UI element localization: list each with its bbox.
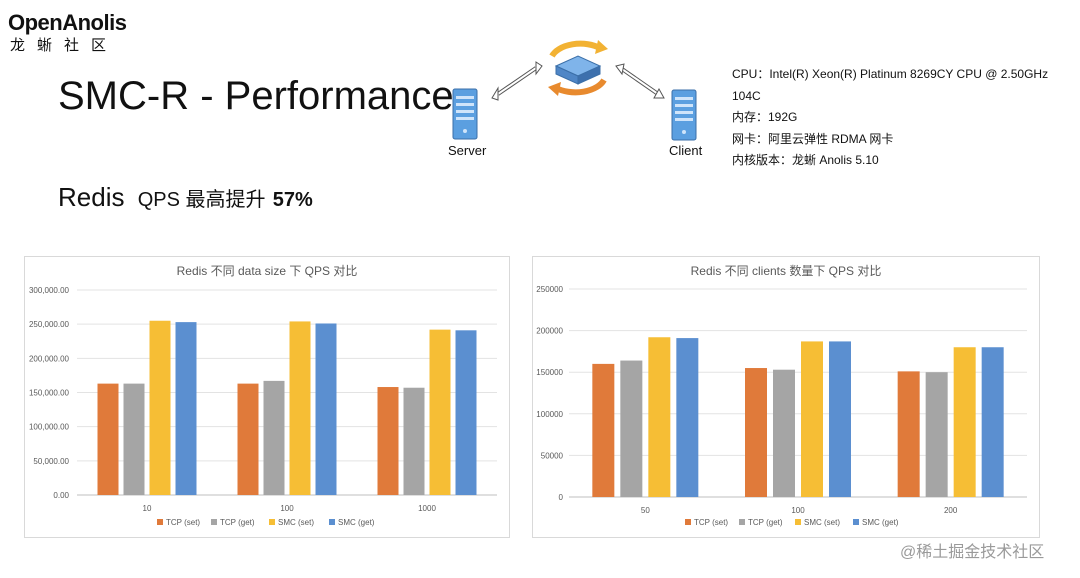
legend-swatch xyxy=(853,519,859,525)
legend-swatch xyxy=(269,519,275,525)
network-diagram: Server Client xyxy=(440,36,730,166)
bar-tcp-set-100 xyxy=(745,368,767,497)
x-tick-label: 1000 xyxy=(418,504,436,513)
double-arrow-icon xyxy=(615,63,665,99)
spec-kernel: 内核版本：龙蜥 Anolis 5.10 xyxy=(732,153,879,167)
x-tick-label: 100 xyxy=(791,506,805,515)
y-tick-label: 50000 xyxy=(541,451,564,460)
chart-clients-svg: Redis 不同 clients 数量下 QPS 对比 0 50000 100000 1… xyxy=(536,263,1027,527)
logo-subtitle: 龙蜥社区 xyxy=(10,37,119,54)
x-tick-label: 200 xyxy=(944,506,958,515)
bar-smc-set-50 xyxy=(648,337,671,497)
watermark: @稀土掘金技术社区 xyxy=(900,544,1045,561)
bar-smc-set-1000 xyxy=(429,329,451,495)
chart-title: Redis 不同 clients 数量下 QPS 对比 xyxy=(691,263,882,278)
legend-swatch xyxy=(739,519,745,525)
legend-swatch xyxy=(157,519,163,525)
bar-tcp-set-100 xyxy=(237,383,259,495)
legend-swatch xyxy=(329,519,335,525)
legend-label: SMC (get) xyxy=(862,518,899,527)
bar-tcp-get-100 xyxy=(263,380,285,495)
bar-tcp-set-1000 xyxy=(377,387,399,495)
chart-data-size-svg: Redis 不同 data size 下 QPS 对比 0.00 50,000.00… xyxy=(29,264,497,527)
hardware-specs: CPU：Intel(R) Xeon(R) Platinum 8269CY CPU… xyxy=(732,64,1080,172)
bar-smc-set-100 xyxy=(289,321,311,495)
legend-swatch xyxy=(795,519,801,525)
legend-label: TCP (set) xyxy=(166,518,200,527)
server-label: Server xyxy=(448,143,487,158)
spec-nic: 网卡：阿里云弹性 RDMA 网卡 xyxy=(732,131,894,146)
bar-tcp-get-1000 xyxy=(403,387,425,495)
client-icon xyxy=(671,89,697,141)
legend-swatch xyxy=(685,519,691,525)
bar-smc-get-1000 xyxy=(455,330,477,495)
y-tick-label: 50,000.00 xyxy=(33,457,69,466)
bar-smc-set-200 xyxy=(953,347,976,497)
y-tick-label: 0.00 xyxy=(53,491,69,500)
server-icon xyxy=(452,88,478,140)
legend-label: TCP (get) xyxy=(748,518,783,527)
y-tick-label: 250000 xyxy=(536,285,563,294)
x-tick-label: 100 xyxy=(280,504,294,513)
bar-smc-get-50 xyxy=(676,338,699,497)
subtitle-main: Redis xyxy=(58,182,125,212)
y-tick-label: 150000 xyxy=(536,368,563,377)
spec-cpu: CPU：Intel(R) Xeon(R) Platinum 8269CY CPU… xyxy=(732,67,1049,103)
bar-tcp-get-50 xyxy=(620,360,643,497)
y-tick-label: 100000 xyxy=(536,410,563,419)
chart-data-size: Redis 不同 data size 下 QPS 对比 0.00 50,000.00… xyxy=(24,256,510,538)
slide-subtitle: Redis QPS 最高提升 57% xyxy=(58,182,313,213)
subtitle-qps: QPS 最高提升 xyxy=(137,189,266,211)
y-tick-label: 0 xyxy=(559,493,564,502)
legend-label: TCP (get) xyxy=(220,518,255,527)
bar-tcp-get-10 xyxy=(123,383,145,495)
bar-smc-get-100 xyxy=(829,341,851,497)
x-tick-label: 50 xyxy=(641,506,650,515)
double-arrow-icon xyxy=(491,61,543,101)
chart-title: Redis 不同 data size 下 QPS 对比 xyxy=(177,264,358,278)
bar-tcp-set-50 xyxy=(592,363,615,497)
bar-tcp-set-10 xyxy=(97,383,119,495)
bar-tcp-get-200 xyxy=(925,372,948,497)
y-tick-label: 100,000.00 xyxy=(29,423,70,432)
spec-memory: 内存：192G xyxy=(732,110,798,124)
legend-label: SMC (set) xyxy=(278,518,314,527)
bar-smc-set-100 xyxy=(801,341,823,497)
bar-tcp-set-200 xyxy=(897,371,920,497)
y-tick-label: 150,000.00 xyxy=(29,389,70,398)
y-tick-label: 200000 xyxy=(536,327,563,336)
y-tick-label: 300,000.00 xyxy=(29,286,70,295)
bar-tcp-get-100 xyxy=(773,369,795,497)
switch-icon xyxy=(548,40,608,96)
bar-smc-get-10 xyxy=(175,322,197,495)
bar-smc-get-200 xyxy=(981,347,1004,497)
y-tick-label: 250,000.00 xyxy=(29,320,70,329)
legend-label: TCP (set) xyxy=(694,518,728,527)
legend-swatch xyxy=(211,519,217,525)
bar-smc-set-10 xyxy=(149,320,171,495)
client-label: Client xyxy=(669,143,703,158)
y-tick-label: 200,000.00 xyxy=(29,354,70,363)
chart-clients: Redis 不同 clients 数量下 QPS 对比 0 50000 100000 1… xyxy=(532,256,1040,538)
bar-smc-get-100 xyxy=(315,323,337,495)
openanolis-logo: OpenAnolis 龙蜥社区 xyxy=(8,10,127,56)
x-tick-label: 10 xyxy=(143,504,152,513)
logo-name: OpenAnolis xyxy=(8,10,127,35)
subtitle-percentage: 57% xyxy=(272,189,313,211)
slide-title: SMC-R - Performance xyxy=(58,74,454,118)
legend-label: SMC (get) xyxy=(338,518,375,527)
legend-label: SMC (set) xyxy=(804,518,840,527)
